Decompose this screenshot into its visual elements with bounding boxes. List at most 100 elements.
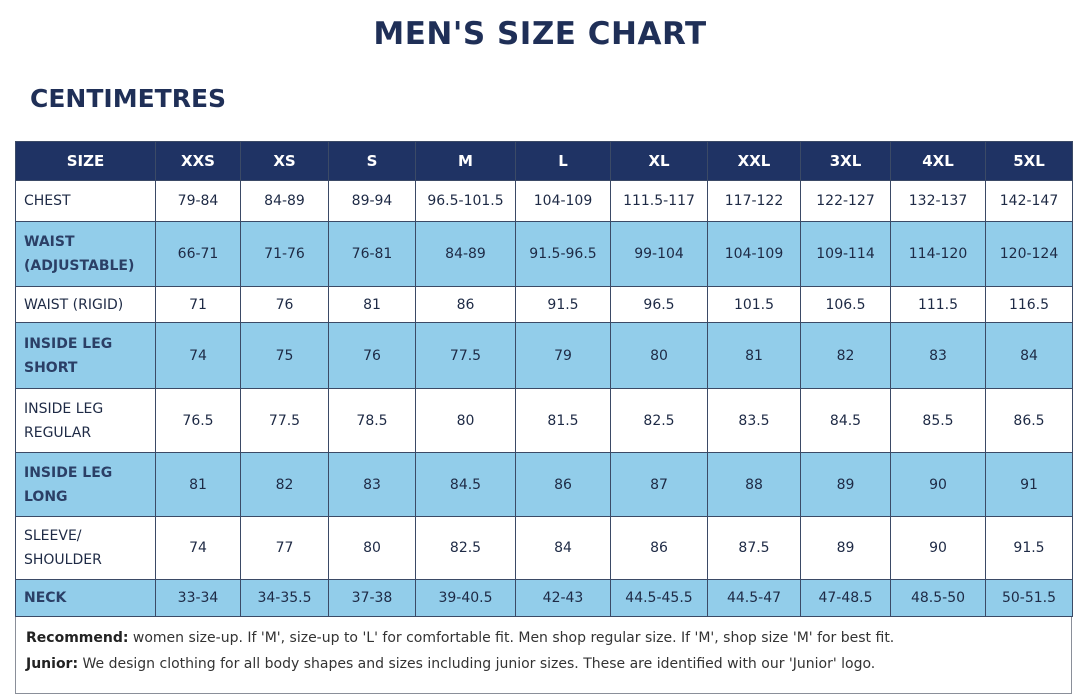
size-cell: 86 (515, 452, 611, 517)
size-cell: 81 (155, 452, 241, 517)
table-row: NECK 33-34 34-35.5 37-38 39-40.5 42-43 44.5-45… (15, 579, 1073, 617)
size-cell: 83.5 (707, 388, 801, 453)
size-cell: 81.5 (515, 388, 611, 453)
size-cell: 99-104 (610, 221, 708, 287)
size-table: SIZE XXS XS S M L XL XXL 3XL 4XL 5XL CHEST 79-84 84-… (15, 141, 1073, 617)
size-cell: 84-89 (415, 221, 516, 287)
size-cell: 87 (610, 452, 708, 517)
size-cell: 91 (985, 452, 1073, 517)
size-cell: 83 (328, 452, 416, 517)
size-cell: 89 (800, 516, 891, 580)
size-cell: 80 (328, 516, 416, 580)
size-cell: 74 (155, 516, 241, 580)
table-row: INSIDE LEG SHORT 74 75 76 77.5 79 80 81 82 83 84 (15, 322, 1073, 389)
size-cell: 101.5 (707, 286, 801, 323)
row-label: CHEST (15, 180, 156, 222)
size-cell: 86 (610, 516, 708, 580)
row-label: WAIST (ADJUSTABLE) (15, 221, 156, 287)
header-cell: 4XL (890, 141, 986, 181)
size-cell: 111.5 (890, 286, 986, 323)
size-cell: 84-89 (240, 180, 329, 222)
note-line: Recommend: women size-up. If 'M', size-u… (26, 625, 1071, 651)
row-label: INSIDE LEG LONG (15, 452, 156, 517)
size-cell: 109-114 (800, 221, 891, 287)
header-cell: M (415, 141, 516, 181)
size-cell: 77.5 (240, 388, 329, 453)
size-cell: 34-35.5 (240, 579, 329, 617)
note-text: women size-up. If 'M', size-up to 'L' fo… (132, 630, 895, 646)
size-cell: 114-120 (890, 221, 986, 287)
size-cell: 76 (328, 322, 416, 389)
header-cell: XL (610, 141, 708, 181)
size-cell: 90 (890, 452, 986, 517)
size-cell: 96.5-101.5 (415, 180, 516, 222)
size-cell: 50-51.5 (985, 579, 1073, 617)
size-cell: 84.5 (800, 388, 891, 453)
table-row: WAIST (ADJUSTABLE) 66-71 71-76 76-81 84-89 91… (15, 221, 1073, 287)
size-cell: 117-122 (707, 180, 801, 222)
size-cell: 76-81 (328, 221, 416, 287)
size-cell: 76 (240, 286, 329, 323)
size-cell: 88 (707, 452, 801, 517)
size-cell: 84.5 (415, 452, 516, 517)
size-cell: 81 (707, 322, 801, 389)
note-label: Recommend: (26, 630, 129, 646)
size-cell: 80 (415, 388, 516, 453)
header-cell: 3XL (800, 141, 891, 181)
size-cell: 78.5 (328, 388, 416, 453)
header-cell: S (328, 141, 416, 181)
header-cell: XXS (155, 141, 241, 181)
row-label: INSIDE LEG SHORT (15, 322, 156, 389)
note-text: We design clothing for all body shapes a… (82, 656, 876, 672)
size-cell: 116.5 (985, 286, 1073, 323)
size-cell: 39-40.5 (415, 579, 516, 617)
size-cell: 84 (515, 516, 611, 580)
size-cell: 80 (610, 322, 708, 389)
size-cell: 37-38 (328, 579, 416, 617)
size-cell: 104-109 (515, 180, 611, 222)
table-row: WAIST (RIGID) 71 76 81 86 91.5 96.5 101.5 106.5 1… (15, 286, 1073, 323)
size-cell: 111.5-117 (610, 180, 708, 222)
size-cell: 106.5 (800, 286, 891, 323)
size-cell: 91.5-96.5 (515, 221, 611, 287)
size-cell: 85.5 (890, 388, 986, 453)
size-cell: 79-84 (155, 180, 241, 222)
size-cell: 74 (155, 322, 241, 389)
size-cell: 71 (155, 286, 241, 323)
page-title: MEN'S SIZE CHART (373, 16, 707, 52)
note-line: Junior: We design clothing for all body … (26, 651, 1071, 677)
header-row: SIZE XXS XS S M L XL XXL 3XL 4XL 5XL (15, 141, 1073, 181)
size-cell: 89-94 (328, 180, 416, 222)
notes: Recommend: women size-up. If 'M', size-u… (15, 617, 1072, 694)
size-cell: 47-48.5 (800, 579, 891, 617)
size-cell: 82 (800, 322, 891, 389)
size-cell: 120-124 (985, 221, 1073, 287)
header-cell: 5XL (985, 141, 1073, 181)
size-cell: 91.5 (985, 516, 1073, 580)
size-cell: 89 (800, 452, 891, 517)
table-row: INSIDE LEG LONG 81 82 83 84.5 86 87 88 89 90 91 (15, 452, 1073, 517)
size-cell: 76.5 (155, 388, 241, 453)
size-cell: 91.5 (515, 286, 611, 323)
size-cell: 122-127 (800, 180, 891, 222)
header-cell: SIZE (15, 141, 156, 181)
size-cell: 90 (890, 516, 986, 580)
row-label: WAIST (RIGID) (15, 286, 156, 323)
size-cell: 83 (890, 322, 986, 389)
section-title: CENTIMETRES (30, 84, 227, 113)
row-label: NECK (15, 579, 156, 617)
size-cell: 87.5 (707, 516, 801, 580)
size-cell: 77 (240, 516, 329, 580)
size-cell: 96.5 (610, 286, 708, 323)
size-cell: 104-109 (707, 221, 801, 287)
header-cell: L (515, 141, 611, 181)
size-cell: 75 (240, 322, 329, 389)
size-cell: 82.5 (610, 388, 708, 453)
table-row: CHEST 79-84 84-89 89-94 96.5-101.5 104-109 111… (15, 180, 1073, 222)
size-cell: 42-43 (515, 579, 611, 617)
size-cell: 48.5-50 (890, 579, 986, 617)
size-cell: 132-137 (890, 180, 986, 222)
size-cell: 82.5 (415, 516, 516, 580)
size-cell: 44.5-45.5 (610, 579, 708, 617)
